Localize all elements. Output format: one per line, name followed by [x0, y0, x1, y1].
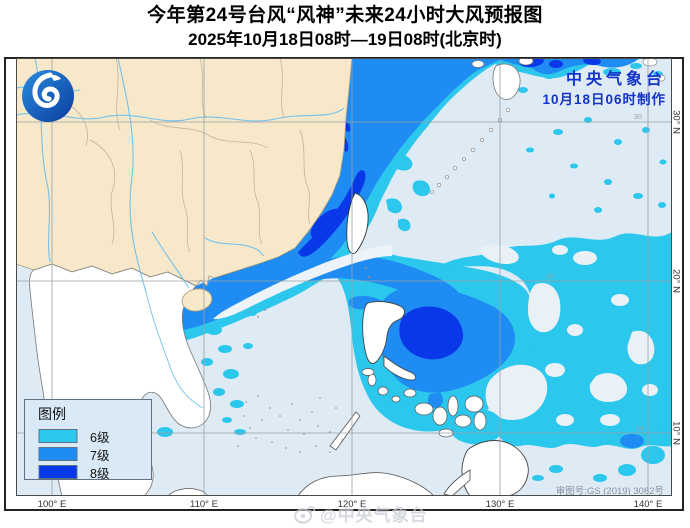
legend: 图例 6级 7级 8级 [24, 399, 152, 481]
legend-label-6: 6级 [90, 430, 110, 445]
legend-label-8: 8级 [90, 466, 110, 481]
legend-item-7: 7级 [38, 445, 151, 463]
y-tick-30n: 30° N [670, 110, 682, 134]
grid-label-20: 20 [546, 274, 554, 281]
legend-item-6: 6级 [38, 427, 151, 445]
page-title: 今年第24号台风“风神”未来24小时大风预报图 [147, 5, 543, 26]
watermark-text: @中央气象台 [320, 506, 428, 525]
map-license: 审图号:GS (2019) 3082号 [555, 486, 664, 497]
y-tick-20n: 20° N [670, 269, 682, 293]
y-tick-10n: 10° N [670, 421, 682, 445]
ryukyu-islands [430, 107, 511, 194]
legend-item-8: 8级 [38, 463, 151, 481]
agency-name: 中央气象台 [565, 71, 666, 88]
x-tick-140e: 140° E [633, 499, 663, 510]
watermark: @中央气象台 [288, 501, 428, 526]
calm-wedge [213, 244, 392, 320]
weibo-logo-icon [293, 505, 316, 524]
hainan-island [181, 288, 213, 312]
map-frame [16, 58, 672, 496]
legend-label-7: 7级 [90, 448, 110, 463]
header: 今年第24号台风“风神”未来24小时大风预报图 2025年10月18日08时—1… [0, 4, 690, 51]
visayas-islands [361, 368, 487, 438]
legend-swatch-7-icon [38, 447, 78, 461]
legend-swatch-8-icon [38, 465, 78, 479]
borneo-island [297, 472, 435, 496]
mindanao-island [461, 440, 529, 496]
province-borders [59, 58, 311, 253]
legend-title: 图例 [38, 406, 66, 422]
issue-time: 10月18日06时制作 [542, 92, 666, 107]
luzon-island [362, 301, 405, 365]
cma-logo-icon [22, 70, 74, 122]
x-tick-100e: 100° E [37, 499, 67, 510]
x-tick-130e: 130° E [485, 499, 515, 510]
x-tick-110e: 110° E [190, 499, 218, 510]
reef-specks [237, 266, 371, 453]
grid-label-30: 30 [634, 114, 642, 121]
agency-stamp: 中央气象台 10月18日06时制作 [542, 70, 666, 110]
legend-swatch-6-icon [38, 429, 78, 443]
calm-patches [479, 244, 658, 426]
grid-label-10: 10 [636, 426, 644, 433]
palawan-island [329, 411, 361, 451]
page-subtitle: 2025年10月18日08时—19日08时(北京时) [188, 30, 502, 49]
x-tick-120e: 120° E [337, 499, 367, 510]
